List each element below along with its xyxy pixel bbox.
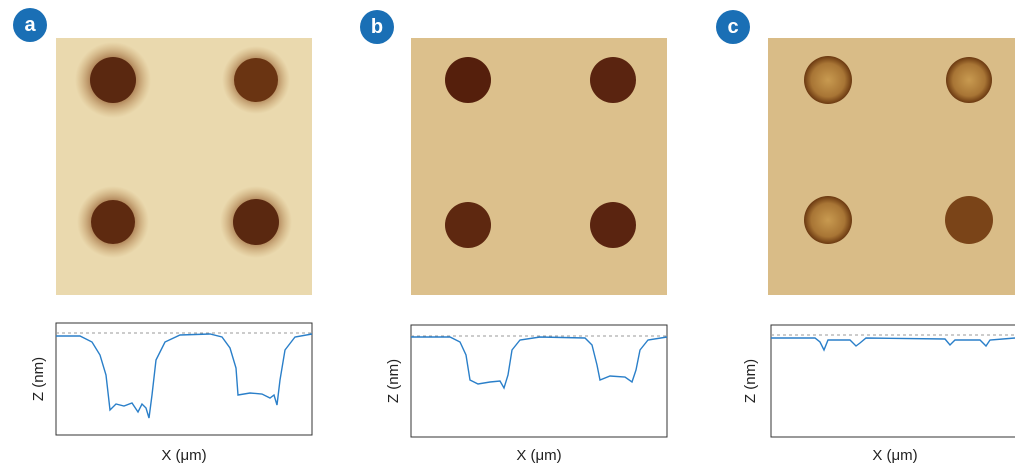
y-axis-label: Z (nm) — [385, 359, 402, 403]
dot — [945, 196, 993, 244]
y-axis-label: Z (nm) — [30, 357, 47, 401]
panel-a: a Z (nm) X (μm) — [13, 8, 312, 464]
dot — [804, 56, 852, 104]
profile-box — [771, 325, 1015, 437]
y-axis-label: Z (nm) — [742, 359, 759, 403]
dot — [233, 199, 279, 245]
dot — [804, 196, 852, 244]
dot — [946, 57, 992, 103]
panel-label: c — [727, 16, 738, 38]
profile-box — [411, 325, 667, 437]
figure: a Z (nm) X (μm) b Z (nm) X (μm) c Z (nm)… — [0, 0, 1015, 468]
panel-c: c Z (nm) X (μm) — [716, 10, 1015, 464]
panel-label: a — [24, 14, 36, 36]
dot — [590, 202, 636, 248]
x-axis-label: X (μm) — [161, 447, 206, 464]
dot — [445, 202, 491, 248]
dot — [590, 57, 636, 103]
dot — [234, 58, 278, 102]
panel-label: b — [371, 16, 383, 38]
dot — [91, 200, 135, 244]
dot — [445, 57, 491, 103]
x-axis-label: X (μm) — [516, 447, 561, 464]
profile-box — [56, 323, 312, 435]
x-axis-label: X (μm) — [872, 447, 917, 464]
dot — [90, 57, 136, 103]
panel-b: b Z (nm) X (μm) — [360, 10, 667, 464]
